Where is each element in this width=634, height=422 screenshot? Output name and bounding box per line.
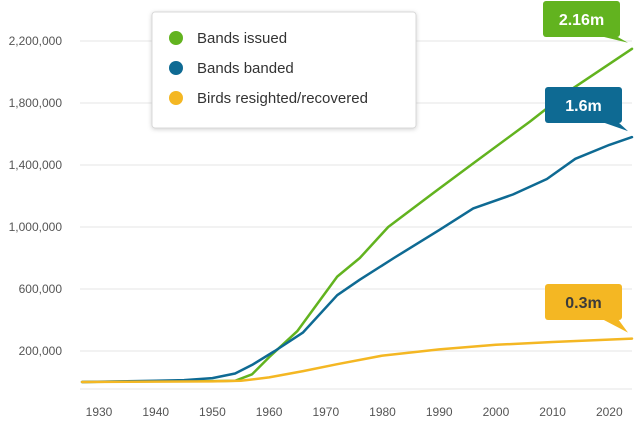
y-tick-label: 1,000,000 (9, 220, 63, 234)
y-tick-label: 600,000 (19, 282, 63, 296)
x-tick-label: 1930 (86, 405, 113, 419)
x-tick-label: 1950 (199, 405, 226, 419)
y-tick-label: 200,000 (19, 344, 63, 358)
legend-label: Bands banded (197, 60, 294, 77)
callout-pointer (602, 122, 628, 132)
legend-marker (169, 31, 183, 45)
legend-marker (169, 91, 183, 105)
legend-box (151, 11, 417, 129)
series-callout: 1.6m (545, 87, 628, 132)
callout-label: 2.16m (559, 12, 604, 29)
callout-pointer (600, 36, 628, 43)
series-callout: 2.16m (543, 1, 628, 43)
series-line (80, 135, 634, 384)
series-lines (80, 47, 634, 384)
y-tick-label: 1,400,000 (9, 158, 63, 172)
x-tick-label: 1980 (369, 405, 396, 419)
series-callout: 0.3m (545, 284, 628, 333)
legend-marker (169, 61, 183, 75)
x-tick-label: 1970 (312, 405, 339, 419)
axes: 200,000 600,000 1,000,000 1,400,000 1,800,00… (9, 34, 632, 419)
legend: Bands issued Bands banded Birds resighted/… (151, 11, 417, 129)
callout-label: 1.6m (565, 98, 601, 115)
x-tick-label: 2010 (539, 405, 566, 419)
x-tick-label: 2020 (596, 405, 623, 419)
x-tick-label: 2000 (483, 405, 510, 419)
series-callouts: 2.16m 1.6m 0.3m (543, 1, 628, 333)
callout-box (545, 87, 622, 123)
y-tick-label: 1,800,000 (9, 96, 63, 110)
x-tick-label: 1960 (256, 405, 283, 419)
callout-pointer (602, 319, 628, 333)
series-line (80, 337, 634, 384)
y-tick-label: 2,200,000 (9, 34, 63, 48)
legend-label: Birds resighted/recovered (197, 90, 368, 107)
callout-label: 0.3m (565, 295, 601, 312)
x-tick-label: 1990 (426, 405, 453, 419)
callout-box (545, 284, 622, 320)
legend-label: Bands issued (197, 30, 287, 47)
x-tick-label: 1940 (142, 405, 169, 419)
callout-box (543, 1, 620, 37)
